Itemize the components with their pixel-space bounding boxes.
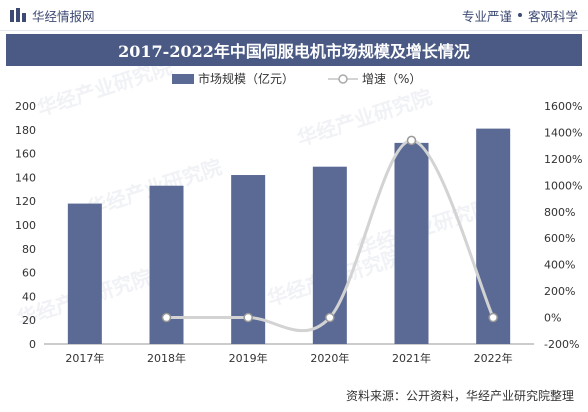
y-right-tick-label: 400% [544, 259, 575, 272]
growth-point-4 [325, 312, 335, 323]
slogan-right: 客观科学 [527, 8, 578, 24]
source-note: 资料来源：公开资料，华经产业研究院整理 [345, 389, 574, 403]
x-tick-label: 2022年 [474, 351, 513, 365]
y-left-tick-label: 40 [22, 290, 36, 303]
chart: 华经产业研究院华经产业研究院华经产业研究院华经产业研究院华经产业研究院华经产业研… [14, 66, 582, 365]
legend: 市场规模（亿元） 增速（%） [172, 71, 421, 86]
y-left-tick-label: 100 [15, 219, 36, 232]
bar-1 [67, 203, 102, 344]
y-left-tick-label: 180 [15, 124, 36, 137]
x-tick-label: 2019年 [229, 351, 268, 365]
y-right-tick-label: -200% [544, 338, 579, 351]
growth-point-3 [243, 312, 253, 323]
x-tick-label: 2020年 [310, 351, 349, 365]
axes: 0 20 40 60 80 100 120 140 160 180 200 -200% 0% 200% 40… [15, 100, 582, 351]
legend-bar-swatch [172, 74, 194, 84]
chart-title: 2017-2022年中国伺服电机市场规模及增长情况 [118, 42, 470, 61]
bars [67, 128, 511, 344]
y-left-tick-label: 140 [15, 171, 36, 184]
y-left-tick-label: 120 [15, 195, 36, 208]
y-left-tick-label: 0 [29, 338, 36, 351]
x-tick-label: 2017年 [65, 351, 104, 365]
y-right-tick-label: 200% [544, 285, 575, 298]
y-left-tick-label: 20 [22, 314, 36, 327]
top-bar: 华经情报网 专业严谨 客观科学 [0, 0, 588, 31]
slogan-separator [517, 13, 522, 17]
bar-5 [394, 142, 429, 344]
slogan-left: 专业严谨 [461, 8, 512, 24]
x-tick-label: 2021年 [392, 351, 431, 365]
y-right-tick-label: 1200% [544, 153, 582, 166]
legend-line-label: 增速（%） [362, 72, 421, 86]
growth-point-2 [161, 312, 172, 323]
slogan: 专业严谨 客观科学 [462, 6, 578, 25]
y-right-tick-label: 600% [544, 232, 575, 245]
y-right-tick-label: 1400% [544, 126, 582, 139]
y-left-tick-label: 160 [15, 148, 36, 161]
x-tick-label: 2018年 [147, 351, 186, 365]
y-right-tick-label: 0% [544, 312, 561, 325]
y-right-tick-label: 1000% [544, 179, 582, 192]
y-left-tick-label: 80 [22, 243, 36, 256]
y-left-tick-label: 60 [22, 267, 36, 280]
growth-point-6 [488, 312, 498, 323]
bar-6 [476, 128, 511, 344]
brand-logo-icon [10, 8, 26, 22]
x-axis-labels: 2017年 2018年 2019年 2020年 2021年 2022年 [65, 351, 512, 365]
y-right-tick-label: 800% [544, 206, 575, 219]
y-left-tick-label: 200 [15, 100, 36, 113]
growth-line-path [166, 138, 495, 333]
growth-line [161, 135, 498, 333]
legend-line-marker [338, 74, 348, 84]
growth-point-5 [406, 135, 417, 146]
chart-title-bar: 2017-2022年中国伺服电机市场规模及增长情况 [6, 34, 582, 66]
watermark-text: 华经产业研究院 [34, 66, 175, 121]
y-right-tick-label: 1600% [544, 100, 582, 113]
brand: 华经情报网 [10, 6, 95, 25]
legend-bar-label: 市场规模（亿元） [198, 71, 294, 86]
brand-name: 华经情报网 [32, 8, 95, 24]
